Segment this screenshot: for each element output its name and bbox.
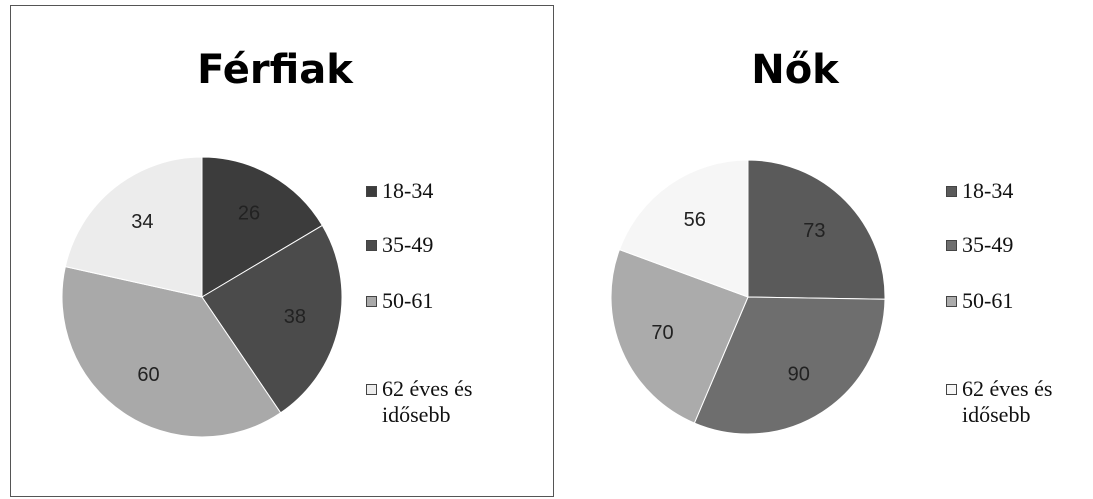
pie-slice xyxy=(61,266,282,438)
legend-label: 35-49 xyxy=(382,232,434,257)
data-label: 90 xyxy=(788,363,810,385)
legend-item: 35-49 xyxy=(946,232,1093,258)
legend-item: 18-34 xyxy=(946,178,1093,204)
legend-swatch xyxy=(366,384,377,395)
legend-label: 50-61 xyxy=(962,288,1014,313)
legend-item: 50-61 xyxy=(366,288,522,314)
legend-swatch xyxy=(946,240,957,251)
legend-swatch xyxy=(366,296,377,307)
legend-swatch xyxy=(946,186,957,197)
pie-slice xyxy=(201,156,323,298)
legend-item: 62 éves és idősebb xyxy=(946,376,1093,428)
pie-slice xyxy=(693,296,886,435)
legend-swatch xyxy=(946,296,957,307)
data-label: 60 xyxy=(137,364,159,386)
data-label: 73 xyxy=(803,220,825,242)
legend-item: 35-49 xyxy=(366,232,522,258)
legend-swatch xyxy=(366,240,377,251)
pie-slice xyxy=(201,224,343,414)
chart-title: Nők xyxy=(751,47,840,93)
data-label: 70 xyxy=(651,322,673,344)
legend-label: 62 éves és idősebb xyxy=(382,376,473,427)
legend-label: 35-49 xyxy=(962,232,1014,257)
pie-slice xyxy=(747,159,886,300)
legend-swatch xyxy=(366,186,377,197)
data-label: 56 xyxy=(684,209,706,231)
legend-item: 18-34 xyxy=(366,178,522,204)
data-label: 34 xyxy=(131,211,153,233)
legend-swatch xyxy=(946,384,957,395)
data-label: 26 xyxy=(238,203,260,225)
chart-frame xyxy=(10,5,554,497)
legend-label: 50-61 xyxy=(382,288,434,313)
legend-item: 62 éves és idősebb xyxy=(366,376,522,428)
data-label: 38 xyxy=(284,306,306,328)
pie-slice xyxy=(64,156,203,298)
pie-slice xyxy=(610,248,749,424)
pie-slice xyxy=(618,159,749,298)
legend-item: 50-61 xyxy=(946,288,1093,314)
legend-label: 18-34 xyxy=(382,178,434,203)
legend-label: 62 éves és idősebb xyxy=(962,376,1053,427)
chart-title: Férfiak xyxy=(197,47,354,93)
legend-label: 18-34 xyxy=(962,178,1014,203)
